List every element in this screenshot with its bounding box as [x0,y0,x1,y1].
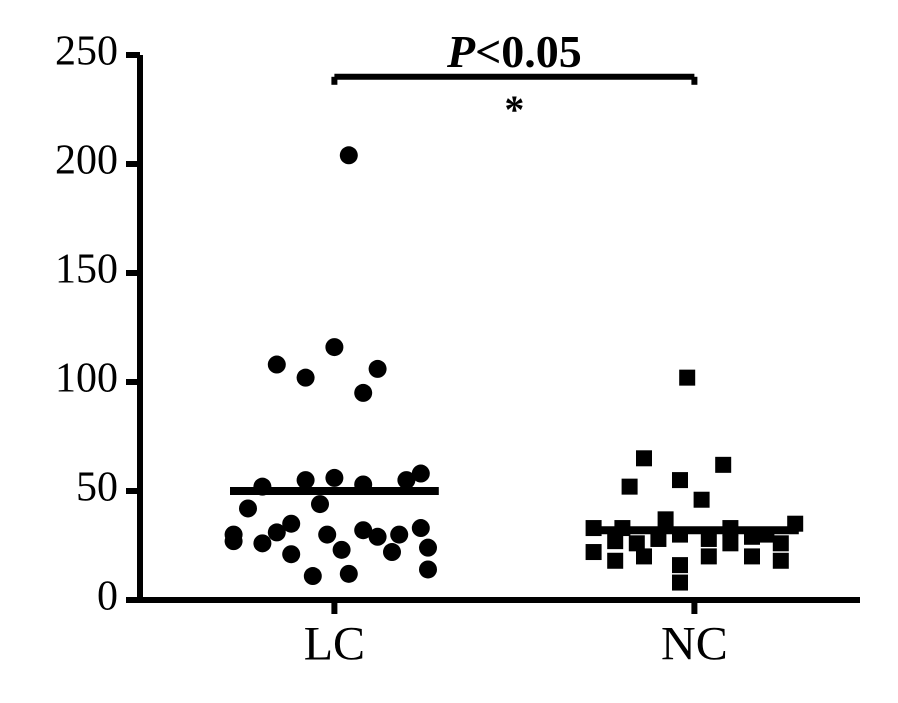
y-tick-label: 0 [97,574,118,620]
data-point [369,528,387,546]
data-point [225,526,243,544]
chart-svg: 0 50 100 150 200 250 LC NC P<0.05 * [0,0,898,703]
data-point [622,479,638,495]
y-tick-label: 200 [55,138,118,184]
data-point [744,548,760,564]
data-point [325,469,343,487]
data-point [333,541,351,559]
data-point [268,523,286,541]
data-point [311,495,329,513]
data-point [679,370,695,386]
data-point [253,478,271,496]
data-point [715,457,731,473]
data-point [354,384,372,402]
y-tick-label: 50 [76,465,118,511]
data-point [297,471,315,489]
data-point [744,529,760,545]
data-point [390,526,408,544]
x-category-label: LC [304,618,365,671]
data-point [383,543,401,561]
data-point [607,553,623,569]
data-point [253,534,271,552]
data-point [636,548,652,564]
data-point [614,520,630,536]
data-point [340,565,358,583]
data-point [773,553,789,569]
data-point [658,511,674,527]
data-point [787,516,803,532]
data-point [268,356,286,374]
data-point [419,539,437,557]
data-point [694,492,710,508]
data-point [758,527,774,543]
data-point [672,527,688,543]
data-point [354,475,372,493]
data-point [701,531,717,547]
data-point [722,520,738,536]
significance-label: P<0.05 [446,26,582,77]
significance-star: * [504,87,524,132]
data-point [325,338,343,356]
data-point [304,567,322,585]
data-point [412,519,430,537]
data-point [672,557,688,573]
data-point [586,520,602,536]
data-point [773,535,789,551]
data-point [722,535,738,551]
data-point [318,526,336,544]
data-point [340,146,358,164]
y-tick-label: 250 [55,29,118,75]
data-point [239,499,257,517]
data-point [586,544,602,560]
data-point [369,360,387,378]
y-tick-label: 100 [55,356,118,402]
data-point [701,548,717,564]
y-tick-label: 150 [55,247,118,293]
scatter-chart: 0 50 100 150 200 250 LC NC P<0.05 * [0,0,898,703]
data-point [672,575,688,591]
data-point [650,531,666,547]
data-point [282,545,300,563]
data-point [636,450,652,466]
data-point [672,472,688,488]
data-point [297,369,315,387]
data-point [412,465,430,483]
x-category-label: NC [661,618,728,671]
data-point [419,560,437,578]
